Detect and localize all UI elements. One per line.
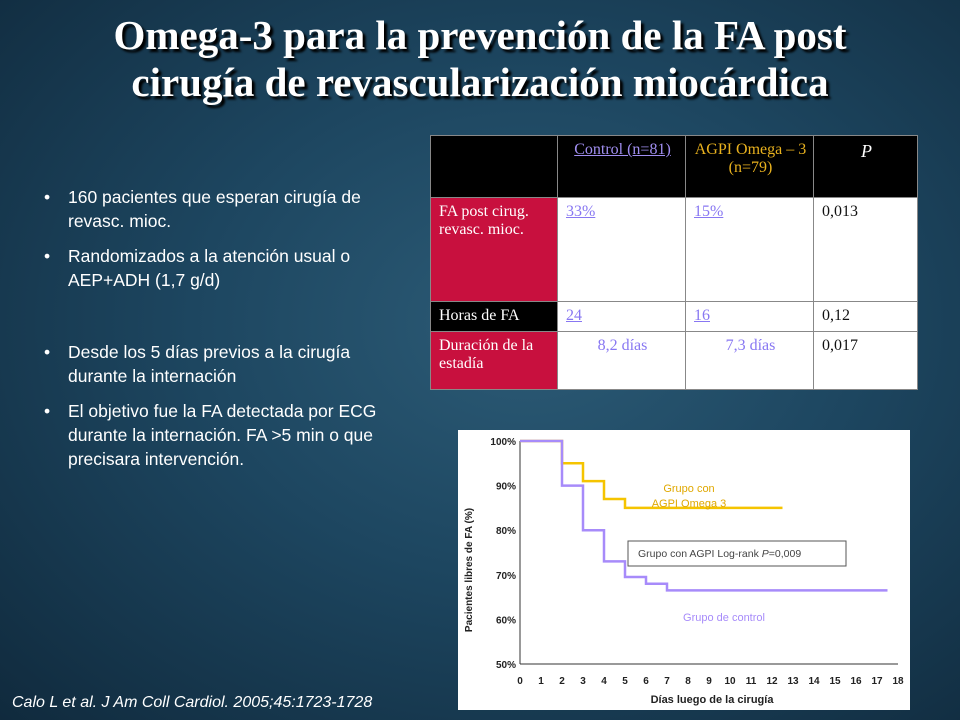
- x-tick-label: 3: [580, 676, 586, 687]
- y-tick-label: 50%: [496, 660, 516, 671]
- x-tick-label: 14: [808, 676, 820, 687]
- results-table: Control (n=81) AGPI Omega – 3 (n=79) P F…: [430, 135, 918, 390]
- title-line-2: cirugía de revascularización miocárdica: [131, 59, 829, 105]
- logrank-prefix: Grupo con AGPI Log-rank: [638, 548, 762, 560]
- row-label: FA post cirug. revasc. mioc.: [430, 197, 558, 302]
- y-tick-label: 100%: [490, 437, 516, 448]
- axes-group: 0 1 2 3 4 5 6 7 8 9 10 11 12 13 14 15 16 17 1850%60%70%80%…: [490, 437, 904, 687]
- x-tick-label: 13: [787, 676, 799, 687]
- logrank-annotation: Grupo con AGPI Log-rank P=0,009: [638, 548, 801, 560]
- row-label: Horas de FA: [430, 301, 558, 332]
- bullet-item: Randomizados a la atención usual o AEP+A…: [44, 244, 404, 292]
- logrank-value: =0,009: [769, 548, 802, 560]
- cell-control: 8,2 días: [557, 331, 686, 390]
- bullet-list: 160 pacientes que esperan cirugía de rev…: [44, 185, 404, 482]
- x-tick-label: 2: [559, 676, 565, 687]
- x-tick-label: 16: [850, 676, 862, 687]
- cell-omega: 15%: [685, 197, 814, 302]
- y-axis-label-group: Pacientes libres de FA (%): [464, 508, 475, 632]
- x-tick-label: 9: [706, 676, 712, 687]
- logrank-p: P: [762, 548, 769, 560]
- x-tick-label: 8: [685, 676, 691, 687]
- bullet-item: 160 pacientes que esperan cirugía de rev…: [44, 185, 404, 233]
- x-tick-label: 5: [622, 676, 628, 687]
- cell-omega: 16: [685, 301, 814, 332]
- series-layer: [520, 439, 888, 592]
- survival-chart-svg: Pacientes libres de FA (%) Días luego de…: [464, 437, 904, 706]
- x-tick-label: 10: [724, 676, 736, 687]
- annotation-omega-line1: Grupo con: [663, 483, 714, 495]
- header-p: P: [813, 135, 918, 198]
- table-row: Horas de FA 24 16 0,12: [430, 301, 918, 332]
- row-label: Duración de la estadía: [430, 331, 558, 390]
- annotation-control: Grupo de control: [683, 612, 765, 624]
- table-row: Duración de la estadía 8,2 días 7,3 días…: [430, 331, 918, 390]
- series-line: [520, 439, 888, 592]
- x-tick-label: 0: [517, 676, 523, 687]
- x-tick-label: 18: [892, 676, 904, 687]
- table-row: FA post cirug. revasc. mioc. 33% 15% 0,0…: [430, 197, 918, 302]
- cell-control: 24: [557, 301, 686, 332]
- title-line-1: Omega-3 para la prevención de la FA post: [113, 12, 847, 58]
- header-omega: AGPI Omega – 3 (n=79): [685, 135, 814, 198]
- annotation-omega-line2: AGPI Omega 3: [652, 498, 727, 510]
- bullet-item: Desde los 5 días previos a la cirugía du…: [44, 340, 404, 388]
- cell-p: 0,017: [813, 331, 918, 390]
- cell-p: 0,013: [813, 197, 918, 302]
- cell-p: 0,12: [813, 301, 918, 332]
- x-tick-label: 4: [601, 676, 607, 687]
- y-tick-label: 60%: [496, 615, 516, 626]
- x-tick-label: 1: [538, 676, 544, 687]
- table-header-row: Control (n=81) AGPI Omega – 3 (n=79) P: [430, 135, 918, 198]
- x-tick-label: 11: [746, 676, 757, 687]
- y-axis-label: Pacientes libres de FA (%): [464, 508, 475, 632]
- y-tick-label: 70%: [496, 571, 516, 582]
- header-control: Control (n=81): [557, 135, 686, 198]
- x-tick-label: 15: [829, 676, 841, 687]
- x-tick-label: 6: [643, 676, 649, 687]
- cell-control: 33%: [557, 197, 686, 302]
- citation: Calo L et al. J Am Coll Cardiol. 2005;45…: [12, 694, 373, 711]
- x-tick-label: 12: [766, 676, 778, 687]
- bullet-item: El objetivo fue la FA detectada por ECG …: [44, 399, 404, 471]
- y-tick-label: 90%: [496, 482, 516, 493]
- x-axis-label: Días luego de la cirugía: [651, 694, 775, 706]
- x-tick-label: 7: [664, 676, 670, 687]
- survival-chart: Pacientes libres de FA (%) Días luego de…: [458, 430, 910, 710]
- logrank-box: [627, 540, 847, 567]
- slide-title: Omega-3 para la prevención de la FA post…: [20, 12, 940, 106]
- header-empty: [430, 135, 558, 198]
- cell-omega: 7,3 días: [685, 331, 814, 390]
- y-tick-label: 80%: [496, 526, 516, 537]
- x-tick-label: 17: [871, 676, 883, 687]
